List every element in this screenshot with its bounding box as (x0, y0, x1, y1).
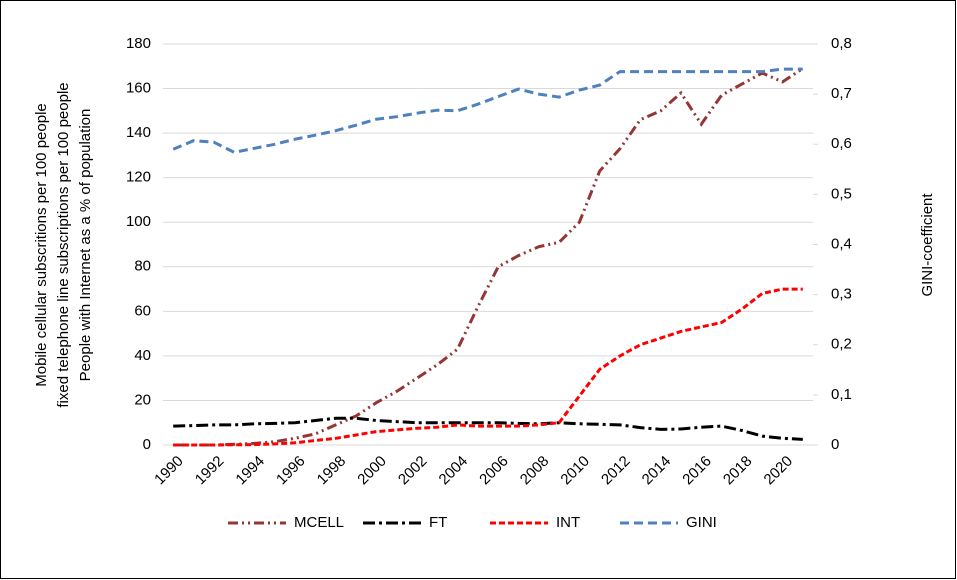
series-line (173, 67, 804, 447)
y-tick-label: 120 (126, 169, 151, 186)
y2-tick-label: 0,8 (831, 35, 852, 52)
y-tick-label: 40 (134, 347, 151, 364)
y2-tick-label: 0,1 (831, 386, 852, 403)
y-tick-label: 80 (134, 258, 151, 275)
y-label-line: Mobile cellular subscritions per 100 peo… (33, 103, 50, 387)
y2-tick-label: 0 (831, 436, 839, 453)
series-line (173, 416, 803, 441)
series-line (172, 67, 803, 154)
y-tick-label: 60 (134, 302, 151, 319)
series-line (173, 287, 803, 447)
y-axis-title: Mobile cellular subscritions per 100 peo… (33, 82, 94, 407)
legend-label: MCELL (294, 514, 344, 531)
y2-tick-label: 0,2 (831, 336, 852, 353)
legend-label: INT (556, 514, 580, 531)
y2-tick-label: 0,7 (831, 85, 852, 102)
y-tick-label: 140 (126, 124, 151, 141)
y-tick-label: 180 (126, 35, 151, 52)
y2-axis-title: GINI-coefficient (919, 193, 936, 297)
y2-tick-label: 0,3 (831, 286, 852, 303)
legend-label: FT (429, 514, 447, 531)
y-label-line: People with Internet as a % of populatio… (77, 109, 94, 382)
y-label-line: fixed telephone line subscriptions per 1… (55, 82, 72, 407)
legend-label: GINI (686, 514, 717, 531)
y-tick-label: 100 (126, 213, 151, 230)
y2-tick-label: 0,4 (831, 235, 852, 252)
y-tick-label: 0 (143, 436, 151, 453)
y-tick-label: 20 (134, 391, 151, 408)
y-tick-label: 160 (126, 80, 151, 97)
y2-tick-label: 0,6 (831, 135, 852, 152)
y2-tick-label: 0,5 (831, 185, 852, 202)
